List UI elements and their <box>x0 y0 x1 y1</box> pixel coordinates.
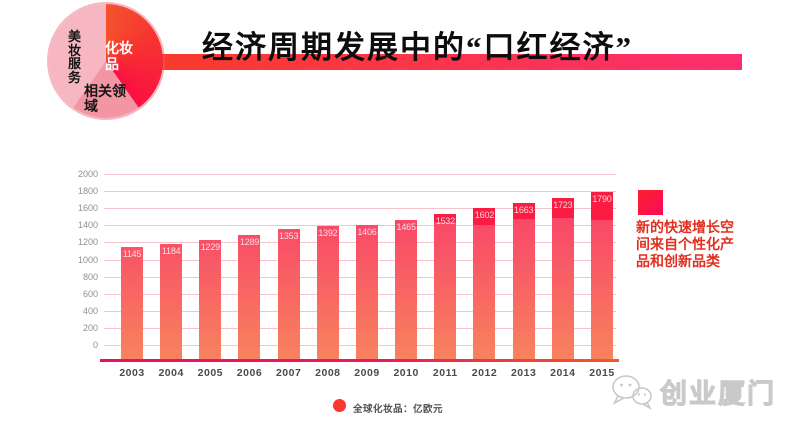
y-axis-tick-label: 800 <box>82 271 98 282</box>
y-axis-tick-label: 1800 <box>77 186 98 197</box>
bar-2012: 1602 <box>473 208 496 361</box>
bar-2004: 1184 <box>160 243 183 361</box>
x-axis-label-2007: 2007 <box>275 367 302 379</box>
x-axis-label-2008: 2008 <box>315 367 341 379</box>
title-banner-bar <box>160 54 742 70</box>
bar-2003: 1145 <box>121 247 143 361</box>
bar-value-label: 1723 <box>553 199 573 210</box>
bar-value-label: 1392 <box>318 227 338 238</box>
y-axis-tick-label: 400 <box>82 305 98 316</box>
bar-2015: 1790 <box>590 191 613 361</box>
series-legend-dot <box>333 399 346 412</box>
watermark-text: 创业厦门 <box>660 379 776 410</box>
y-axis-tick-label: 600 <box>82 288 98 299</box>
pie-slice-label-related-fields: 相关领域 <box>84 83 126 114</box>
bar-2011: 1532 <box>434 214 457 361</box>
x-axis-label-2015: 2015 <box>589 367 615 379</box>
bar-value-label: 1184 <box>161 245 181 256</box>
y-axis-tick-label: 200 <box>82 322 98 333</box>
bar-value-label: 1289 <box>239 236 260 247</box>
x-axis-label-2014: 2014 <box>550 367 576 379</box>
y-axis-tick-label: 1400 <box>77 220 98 231</box>
y-axis-tick-label: 0 <box>92 340 98 350</box>
pie-slice-label-cosmetics: 化妆品 <box>105 40 133 72</box>
bar-value-label: 1406 <box>357 226 377 237</box>
gridline <box>104 208 616 210</box>
bar-value-label: 1790 <box>592 193 612 204</box>
x-axis-label-2003: 2003 <box>119 367 145 379</box>
x-axis-label-2011: 2011 <box>432 367 458 379</box>
pie-chart <box>49 4 163 118</box>
page-title: 经济周期发展中的“口红经济” <box>202 30 633 65</box>
legend-text-line: 品和创新品类 <box>636 253 720 269</box>
bar-2008: 1392 <box>316 225 339 361</box>
legend-text-line: 间来自个性化产 <box>636 236 734 252</box>
x-axis-label-2013: 2013 <box>510 367 537 379</box>
bar-2009: 1406 <box>355 224 378 361</box>
bar-2014: 1723 <box>551 197 574 361</box>
chart-baseline <box>100 359 619 362</box>
pie-slice-label-beauty-services: 美妆服务 <box>68 29 82 85</box>
bar-highlight-cap <box>551 197 574 218</box>
x-axis-label-2004: 2004 <box>158 367 184 379</box>
legend-text-line: 新的快速增长空 <box>636 219 734 235</box>
bar-value-label: 1532 <box>435 216 455 226</box>
x-axis-label-2012: 2012 <box>471 367 498 379</box>
y-axis-tick-label: 2000 <box>77 169 98 179</box>
legend-swatch <box>638 190 663 215</box>
x-axis-label-2006: 2006 <box>236 367 263 379</box>
y-axis-tick-label: 1200 <box>77 237 98 248</box>
bar-value-label: 1229 <box>200 241 220 252</box>
watermark: 创业厦门 <box>610 372 776 411</box>
bar-value-label: 1353 <box>279 231 299 242</box>
gridline <box>104 191 616 193</box>
bar-2010: 1465 <box>395 219 418 361</box>
bar-2013: 1663 <box>512 202 535 361</box>
bar-highlight-cap <box>512 202 535 220</box>
bar-value-label: 1602 <box>474 210 495 221</box>
bar-2006: 1289 <box>238 234 261 361</box>
bar-value-label: 1465 <box>396 221 416 232</box>
series-legend-label: 全球化妆品：亿欧元 <box>353 404 444 415</box>
bar-value-label: 1145 <box>122 249 142 260</box>
bar-2005: 1229 <box>199 239 222 361</box>
legend-text: 新的快速增长空 间来自个性化产 品和创新品类 <box>636 219 734 270</box>
bar-highlight-cap <box>473 208 496 226</box>
gridline <box>104 174 616 175</box>
bar-2007: 1353 <box>277 229 300 361</box>
x-axis-label-2010: 2010 <box>393 367 419 379</box>
wechat-logo-icon <box>612 374 653 410</box>
y-axis-tick-label: 1000 <box>77 254 98 265</box>
bar-highlight-cap <box>434 214 457 223</box>
y-axis-tick-label: 1600 <box>77 203 98 214</box>
bar-value-label: 1663 <box>514 204 534 215</box>
bar-highlight-cap <box>590 191 613 221</box>
x-axis-label-2005: 2005 <box>197 367 223 379</box>
x-axis-label-2009: 2009 <box>354 367 380 379</box>
